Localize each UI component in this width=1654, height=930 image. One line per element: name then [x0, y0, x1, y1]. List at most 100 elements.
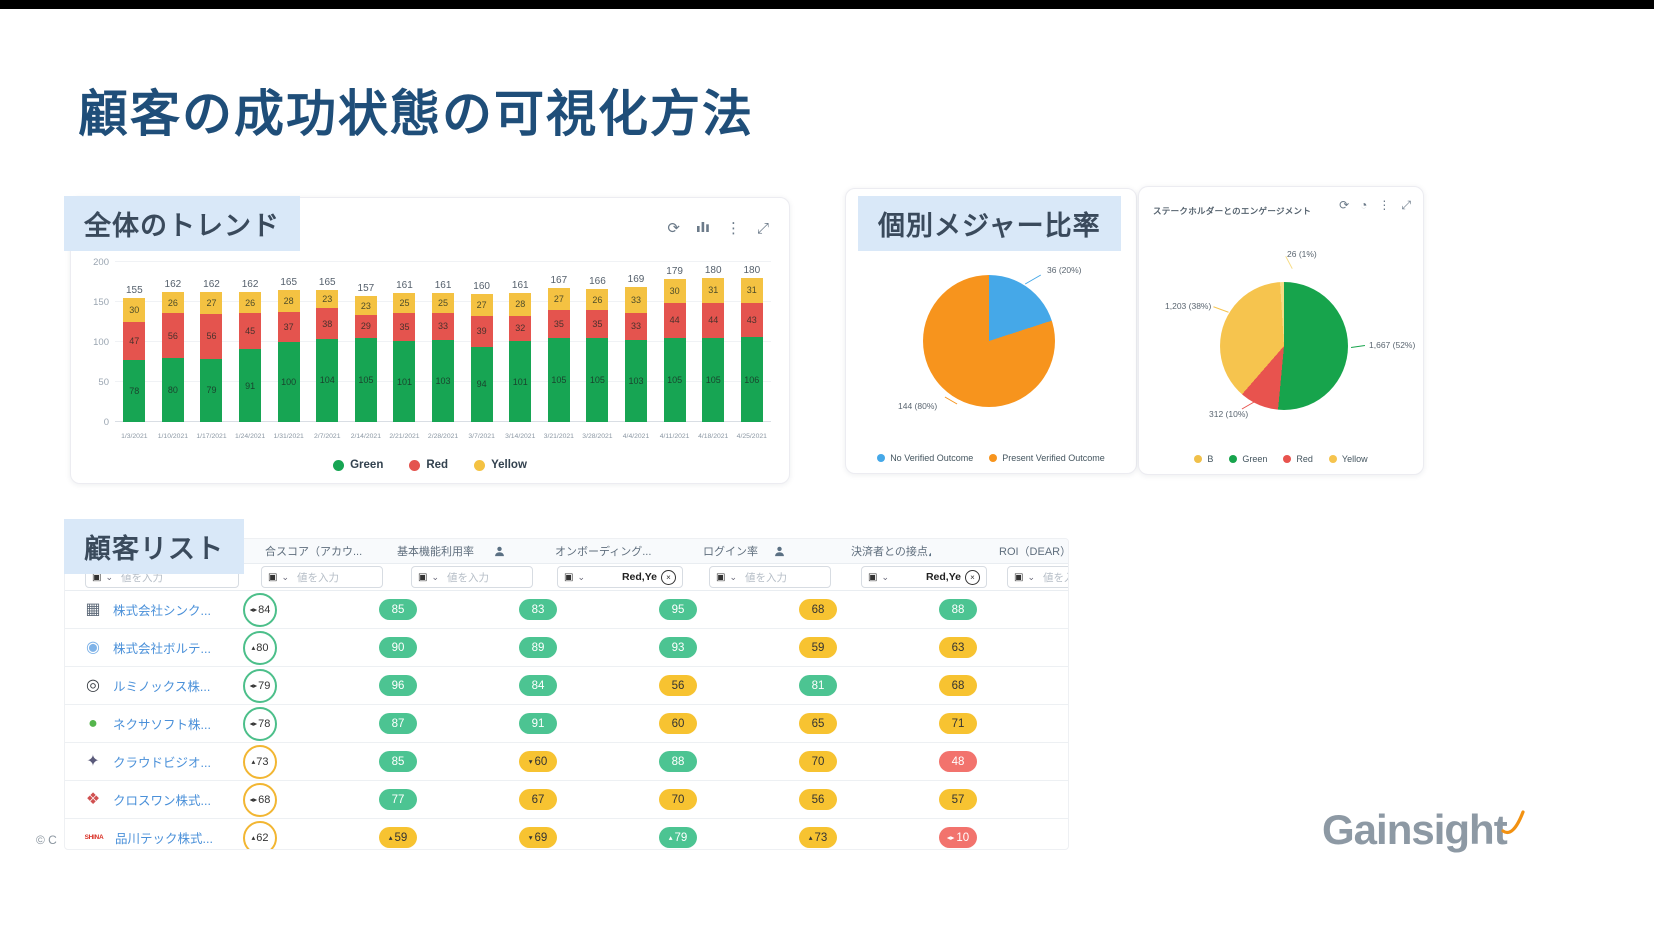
legend-label: Green — [350, 459, 384, 471]
customer-link[interactable]: 株式会社シンク... — [113, 604, 211, 618]
legend-item[interactable]: Red — [409, 459, 448, 471]
customer-name-cell: ◉ 株式会社ボルテ... — [65, 638, 237, 657]
pill-value: 84 — [531, 679, 545, 692]
chart-type-icon[interactable] — [696, 220, 710, 236]
column-header: オンボーディング... — [511, 539, 651, 563]
chevron-down-icon[interactable]: ⌄ — [281, 571, 289, 582]
customer-name-cell: ❖ クロスワン株式... — [65, 790, 237, 809]
legend-item[interactable]: Yellow — [474, 459, 527, 471]
kebab-menu-icon[interactable]: ⋮ — [1378, 198, 1391, 212]
table-row[interactable]: ❖ クロスワン株式... ◂▸ 68 77 67 70 56 57 — [65, 781, 1068, 819]
bar-segment-red: 56 — [161, 313, 184, 358]
expand-icon[interactable]: ⤢ — [756, 219, 769, 237]
filter-input[interactable]: ▣⌄ 値を入力 — [1007, 566, 1068, 588]
chevron-down-icon[interactable]: ⌄ — [577, 571, 585, 582]
chevron-down-icon[interactable]: ⌄ — [881, 571, 889, 582]
legend-item[interactable]: Red — [1283, 454, 1313, 464]
measure-cell: 96 — [371, 675, 511, 696]
customer-link[interactable]: ルミノックス株... — [113, 680, 211, 694]
refresh-icon[interactable]: ⟳ — [1339, 198, 1350, 212]
filter-type-icon[interactable]: ▣ — [1014, 571, 1024, 583]
table-row[interactable]: ◎ ルミノックス株... ◂▸ 79 96 84 56 81 68 — [65, 667, 1068, 705]
filter-type-icon[interactable]: ▣ — [716, 571, 726, 583]
score-pill: ▴ 79 — [659, 827, 697, 848]
filter-input[interactable]: ▣ ⌄ Red,Ye × — [861, 566, 987, 588]
clear-filter-icon[interactable]: × — [965, 569, 980, 585]
table-row[interactable]: ▦ 株式会社シンク... ◂▸ 84 85 83 95 68 88 — [65, 591, 1068, 629]
time-icon[interactable]: ◔ — [1360, 198, 1368, 212]
trend-down-icon: ▾ — [528, 756, 533, 766]
x-axis-label: 4/4/2021 — [622, 433, 650, 440]
table-row[interactable]: ✦ クラウドビジオ... ▴ 73 85 ▾ 60 88 70 48 — [65, 743, 1068, 781]
bar-segment-value: 91 — [245, 380, 256, 391]
score-pill: 77 — [379, 789, 417, 810]
bar-segment-value: 23 — [360, 300, 371, 311]
customer-link[interactable]: ネクサソフト株... — [113, 718, 211, 732]
legend-item[interactable]: Yellow — [1328, 454, 1368, 464]
trend-flat-icon: ◂▸ — [249, 604, 258, 614]
table-row[interactable]: ◉ 株式会社ボルテ... ▴ 80 90 89 93 59 63 — [65, 629, 1068, 667]
clear-filter-icon[interactable]: × — [661, 569, 676, 585]
legend-item[interactable]: Green — [333, 459, 383, 471]
filter-type-icon[interactable]: ▣ — [418, 571, 428, 583]
chevron-down-icon[interactable]: ⌄ — [729, 571, 737, 582]
score-cell: ▴ 80 — [237, 630, 371, 665]
legend-dot — [1283, 455, 1292, 463]
bar-segment-red: 43 — [740, 302, 763, 338]
legend-item[interactable]: No Verified Outcome — [877, 453, 973, 463]
bar-segment-value: 25 — [399, 298, 410, 309]
filter-type-icon[interactable]: ▣ — [564, 571, 574, 583]
bar-total-label: 179 — [666, 265, 683, 277]
bar-segment-value: 28 — [515, 299, 526, 310]
bar-segment-value: 30 — [669, 285, 680, 296]
customer-link[interactable]: クラウドビジオ... — [113, 756, 211, 770]
filter-placeholder: 値を入力 — [121, 571, 163, 584]
bar-segment-value: 27 — [206, 298, 217, 309]
customer-link[interactable]: 株式会社ボルテ... — [113, 642, 211, 656]
legend-dot — [333, 459, 345, 471]
filter-input[interactable]: ▣⌄ 値を入力 — [709, 566, 831, 588]
legend-label: Yellow — [491, 459, 527, 471]
bar-segment-value: 56 — [206, 331, 217, 342]
filter-input[interactable]: ▣⌄ 値を入力 — [261, 566, 383, 588]
legend-dot — [1194, 455, 1203, 463]
expand-icon[interactable]: ⤢ — [1401, 198, 1411, 212]
trend-flat-icon: ◂▸ — [946, 832, 955, 842]
customer-link[interactable]: 品川テック株式... — [115, 832, 213, 846]
bar-stack: 30 44 105 — [663, 278, 686, 422]
table-row[interactable]: SHINA 品川テック株式... ▴ 62 ▴ 59 ▾ 69 ▴ 79 ▴ 73 ◂▸ 10 — [65, 819, 1068, 849]
trend-section-label: 全体のトレンド — [64, 196, 300, 251]
filter-type-icon[interactable]: ▣ — [92, 571, 102, 583]
bar-segment-red: 35 — [393, 313, 416, 342]
filter-type-icon[interactable]: ▣ — [268, 571, 278, 583]
score-cell: ▴ 73 — [237, 744, 371, 779]
bar-segment-value: 94 — [476, 379, 487, 390]
bar-segment-green: 80 — [161, 358, 184, 422]
measure-cell: ◂▸ 10 — [931, 827, 1068, 848]
bar-segment-value: 100 — [281, 377, 297, 387]
measure-cell: 68 — [931, 675, 1068, 696]
filter-input[interactable]: ▣ ⌄ Red,Ye × — [557, 566, 683, 588]
bar-segment-value: 105 — [667, 375, 683, 385]
trend-chart-card: ⟳ ⋮ ⤢ 0 50 100 150 200 155 30 47 78 1/3/2021 162 26 56… — [70, 197, 790, 484]
legend-item[interactable]: B — [1194, 454, 1213, 464]
score-pill: 56 — [659, 675, 697, 696]
customer-link[interactable]: クロスワン株式... — [113, 794, 211, 808]
chevron-down-icon[interactable]: ⌄ — [1027, 571, 1035, 582]
person-icon — [928, 546, 931, 557]
refresh-icon[interactable]: ⟳ — [667, 219, 680, 237]
kebab-menu-icon[interactable]: ⋮ — [725, 219, 741, 237]
bar-total-label: 160 — [473, 281, 490, 293]
bar-segment-value: 44 — [708, 315, 719, 326]
filter-input[interactable]: ▣⌄ 値を入力 — [411, 566, 533, 588]
legend-item[interactable]: Present Verified Outcome — [989, 453, 1105, 463]
bar-segment-red: 35 — [547, 310, 570, 338]
x-axis-label: 3/14/2021 — [505, 433, 536, 440]
legend-item[interactable]: Green — [1229, 454, 1267, 464]
table-row[interactable]: ● ネクサソフト株... ◂▸ 78 87 91 60 65 71 — [65, 705, 1068, 743]
chevron-down-icon[interactable]: ⌄ — [431, 571, 439, 582]
measure-cell: 89 — [511, 637, 651, 658]
filter-type-icon[interactable]: ▣ — [868, 571, 878, 583]
bar-segment-yellow: 33 — [625, 286, 648, 314]
chevron-down-icon[interactable]: ⌄ — [105, 571, 113, 582]
